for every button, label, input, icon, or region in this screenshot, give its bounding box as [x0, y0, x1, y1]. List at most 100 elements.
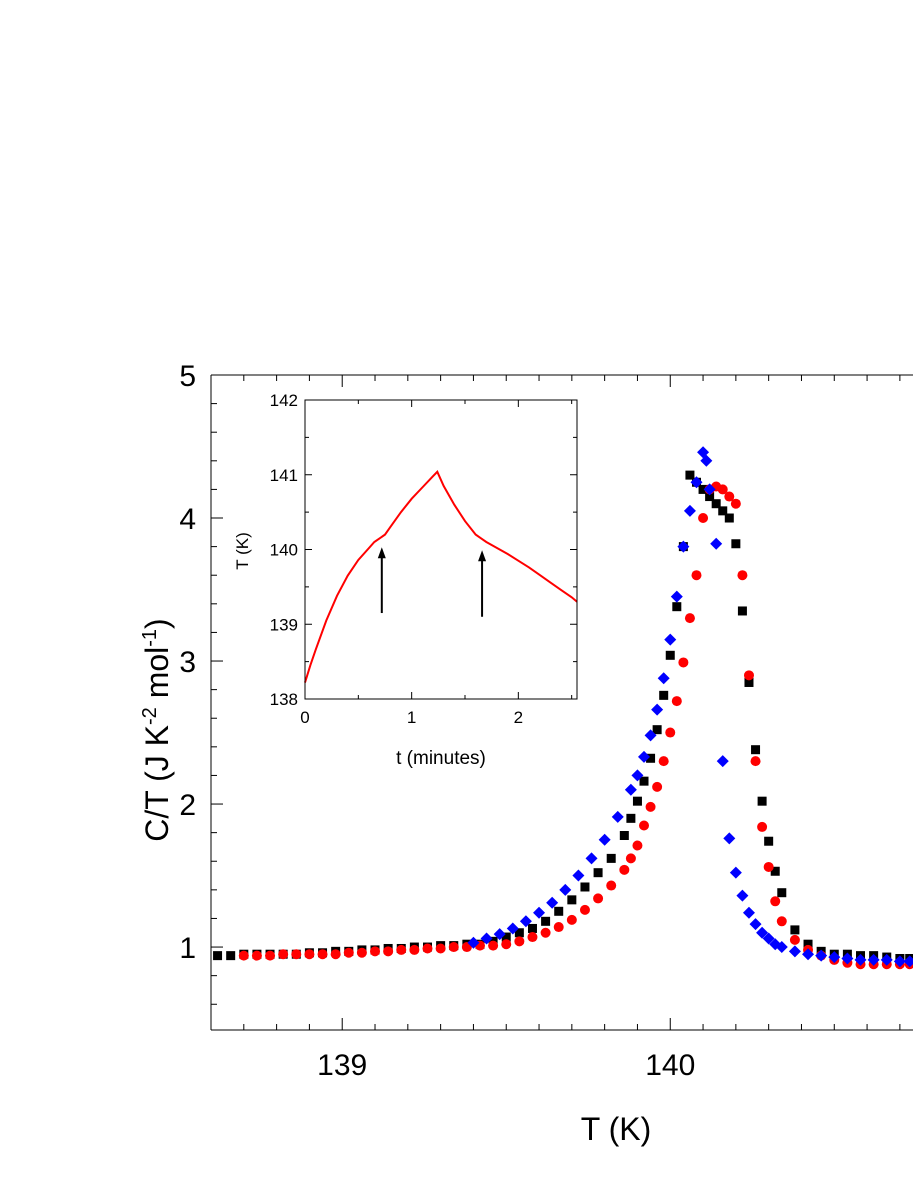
x-tick-label: 140: [645, 1049, 695, 1082]
data-point: [737, 606, 747, 616]
main-y-axis-title: C/T (J K-2 mol-1): [139, 618, 175, 841]
data-point: [567, 895, 577, 905]
data-point: [756, 926, 769, 939]
data-point: [659, 690, 669, 700]
inset-x-axis-title: t (minutes): [396, 748, 486, 769]
data-point: [448, 942, 459, 953]
data-point: [356, 947, 367, 958]
y-tick-label: 1: [179, 932, 196, 965]
data-point: [750, 756, 761, 767]
data-point: [723, 832, 736, 845]
data-point: [533, 906, 546, 919]
data-point: [572, 869, 585, 882]
data-point: [566, 914, 577, 925]
data-point: [698, 484, 708, 494]
data-point: [762, 932, 775, 945]
data-point: [330, 949, 341, 960]
data-point: [664, 633, 677, 646]
data-point: [685, 470, 695, 480]
data-point: [488, 940, 499, 951]
data-point: [880, 953, 893, 966]
data-point: [652, 781, 663, 792]
data-point: [770, 866, 780, 876]
y-tick-label: 2: [179, 789, 196, 822]
arrow-head: [478, 550, 487, 562]
data-point: [501, 939, 512, 950]
data-point: [764, 836, 774, 846]
data-point: [724, 491, 735, 502]
data-point: [467, 936, 480, 949]
data-point: [703, 483, 716, 496]
data-point: [716, 755, 729, 768]
data-point: [632, 796, 642, 806]
data-point: [658, 756, 669, 767]
data-point: [527, 932, 538, 943]
data-point: [751, 745, 761, 755]
data-point: [690, 476, 703, 489]
data-point: [639, 820, 650, 831]
inset-x-tick-label: 2: [514, 708, 523, 727]
data-point: [527, 923, 537, 933]
data-point: [291, 949, 302, 960]
data-point: [619, 831, 629, 841]
y-tick-label: 4: [179, 503, 196, 536]
inset-series: [304, 470, 578, 683]
data-point: [619, 864, 630, 875]
inset-arrow: [377, 547, 386, 614]
data-point: [744, 677, 754, 687]
data-point: [737, 570, 748, 581]
data-point: [546, 896, 559, 909]
data-point: [606, 853, 616, 863]
data-point: [304, 949, 315, 960]
data-point: [624, 783, 637, 796]
data-point: [506, 922, 519, 935]
data-point: [683, 504, 696, 517]
inset-y-tick-label: 141: [270, 466, 298, 485]
data-point: [657, 672, 670, 685]
inset-frame: [304, 399, 578, 700]
data-point: [553, 922, 564, 933]
data-point: [724, 513, 734, 523]
data-point: [480, 932, 493, 945]
data-point: [731, 539, 741, 549]
data-point: [711, 499, 721, 509]
arrow-head: [377, 547, 386, 559]
data-point: [396, 944, 407, 955]
data-point: [788, 945, 801, 958]
inset-background: [305, 400, 577, 699]
data-point: [742, 906, 755, 919]
inset-y-axis-title: T (K): [233, 532, 252, 569]
data-point: [757, 821, 768, 832]
data-point: [854, 953, 867, 966]
data-point: [670, 590, 683, 603]
data-point: [691, 570, 702, 581]
inset-x-tick-label: 1: [407, 708, 416, 727]
data-point: [671, 696, 682, 707]
series-diamond: [467, 446, 913, 968]
data-point: [626, 813, 636, 823]
inset-series-line: [304, 470, 578, 683]
data-point: [343, 947, 354, 958]
inset-arrows: [377, 547, 487, 617]
data-point: [238, 950, 249, 961]
data-point: [631, 769, 644, 782]
data-point: [652, 725, 662, 735]
data-point: [718, 506, 728, 516]
data-point: [678, 657, 689, 668]
data-point: [903, 955, 913, 968]
data-point: [213, 951, 223, 961]
data-point: [226, 951, 236, 961]
inset-plot: 0 1 2 138 139 140 141 142 t (minutes) T (K): [233, 391, 578, 769]
data-point: [646, 753, 656, 763]
data-point: [841, 952, 854, 965]
data-point: [651, 703, 664, 716]
data-point: [554, 906, 564, 916]
data-point: [435, 943, 446, 954]
data-point: [717, 484, 728, 495]
data-point: [802, 948, 815, 961]
data-point: [665, 727, 676, 738]
data-point: [606, 880, 617, 891]
main-series: [213, 446, 913, 970]
data-point: [370, 946, 381, 957]
